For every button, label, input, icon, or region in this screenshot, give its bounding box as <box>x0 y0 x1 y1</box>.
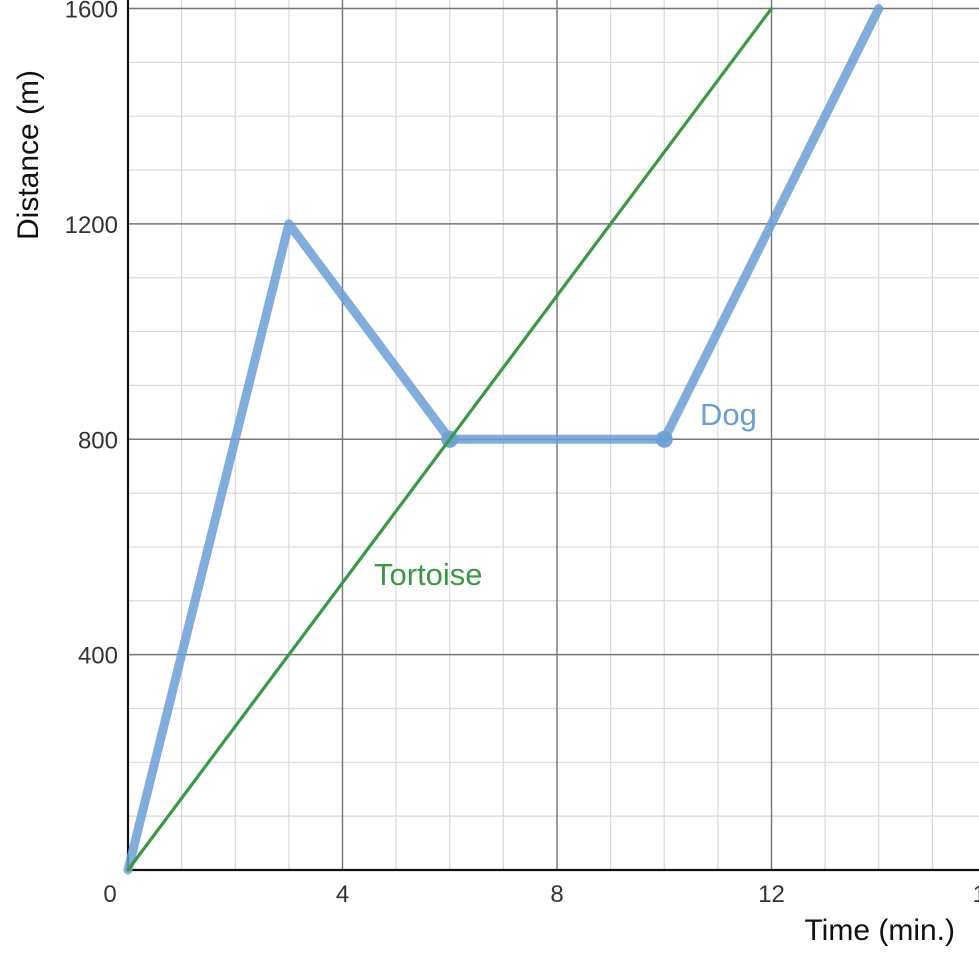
y-axis-title: Distance (m) <box>12 70 45 240</box>
y-tick-label: 1200 <box>65 212 118 239</box>
x-tick-label: 16 <box>973 881 979 908</box>
tortoise-series-line <box>126 6 774 872</box>
x-tick-label: 12 <box>758 881 785 908</box>
tick-labels: 0 4 8 12 16 400 800 1200 1600 <box>65 0 979 908</box>
dog-marker <box>655 430 673 448</box>
series-layer <box>123 4 884 875</box>
axes <box>126 0 979 872</box>
x-tick-label: 0 <box>103 881 116 908</box>
y-tick-label: 400 <box>78 643 118 670</box>
y-tick-label: 1600 <box>65 0 118 24</box>
x-tick-label: 8 <box>550 881 563 908</box>
dog-series-label: Dog <box>700 397 757 432</box>
y-tick-label: 800 <box>78 427 118 454</box>
x-tick-label: 4 <box>336 881 349 908</box>
tortoise-series-label: Tortoise <box>374 557 483 592</box>
x-axis-title: Time (min.) <box>804 914 955 947</box>
